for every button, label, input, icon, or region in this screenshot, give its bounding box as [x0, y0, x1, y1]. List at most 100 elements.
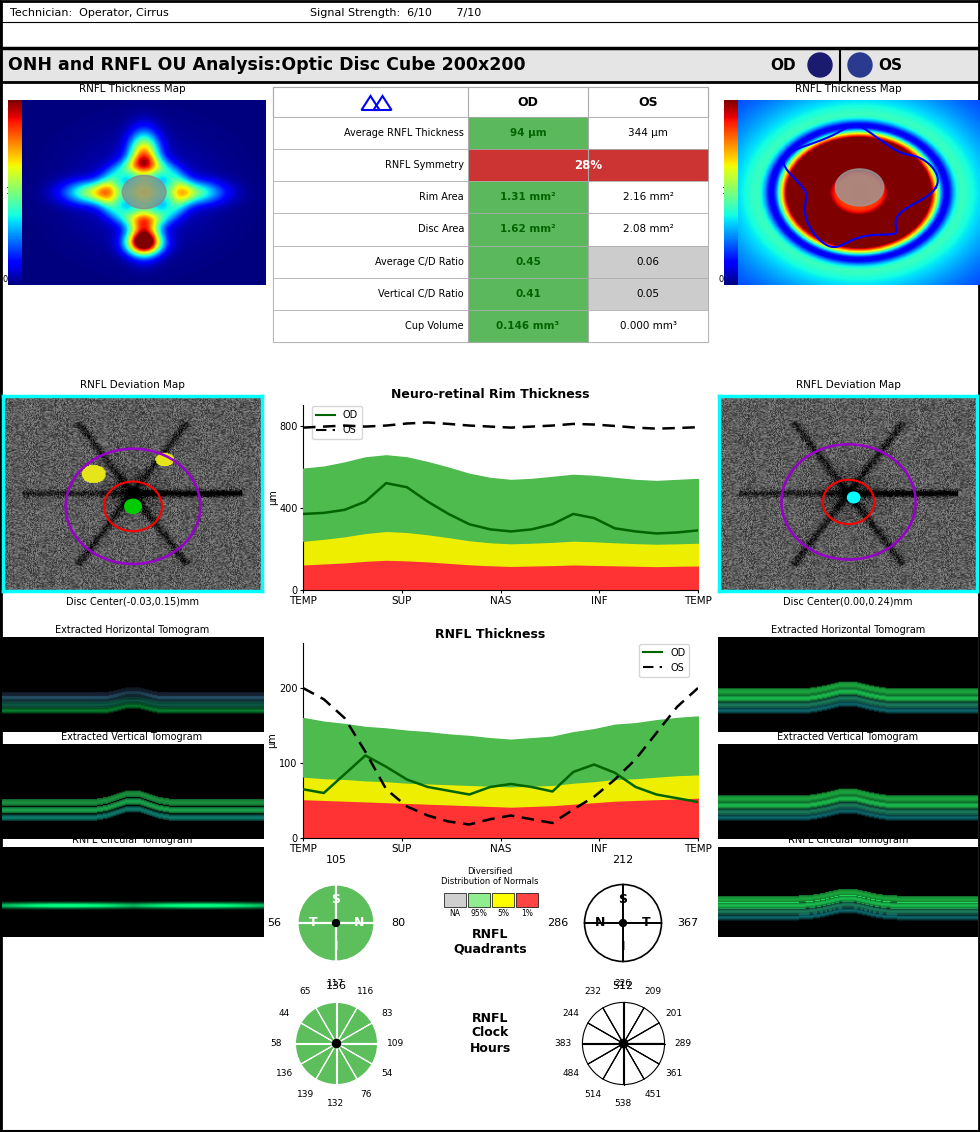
- Text: 0.146 mm³: 0.146 mm³: [497, 321, 560, 331]
- Text: Neuro-retinal Rim Thickness: Neuro-retinal Rim Thickness: [391, 388, 589, 401]
- Text: OS: OS: [878, 58, 902, 72]
- Text: RNFL
Clock
Hours: RNFL Clock Hours: [469, 1012, 511, 1055]
- Wedge shape: [603, 1044, 623, 1084]
- Wedge shape: [316, 1003, 336, 1044]
- Wedge shape: [603, 1003, 623, 1044]
- Wedge shape: [588, 1044, 623, 1079]
- Wedge shape: [316, 1044, 336, 1084]
- Text: N: N: [595, 917, 605, 929]
- Bar: [468, 310, 588, 342]
- Text: RNFL Circular Tomogram: RNFL Circular Tomogram: [788, 835, 908, 844]
- Circle shape: [808, 53, 832, 77]
- Bar: [588, 117, 708, 149]
- Bar: [273, 310, 468, 342]
- Bar: [492, 893, 514, 907]
- Bar: [468, 246, 588, 277]
- Wedge shape: [295, 1044, 336, 1064]
- Text: RNFL Deviation Map: RNFL Deviation Map: [79, 380, 184, 391]
- Text: 232: 232: [584, 987, 601, 996]
- Wedge shape: [623, 1023, 664, 1044]
- Text: N: N: [354, 917, 365, 929]
- Text: T: T: [309, 917, 318, 929]
- Text: 132: 132: [327, 1099, 345, 1108]
- Text: I: I: [620, 940, 625, 952]
- Wedge shape: [623, 923, 662, 961]
- Text: 226: 226: [614, 979, 631, 988]
- Circle shape: [619, 1039, 627, 1047]
- Text: 136: 136: [325, 981, 347, 990]
- Circle shape: [848, 492, 859, 503]
- Text: OD: OD: [517, 95, 538, 109]
- Wedge shape: [301, 1044, 336, 1079]
- Text: RNFL Circular Tomogram: RNFL Circular Tomogram: [72, 835, 192, 844]
- Bar: [468, 149, 708, 181]
- Bar: [588, 214, 708, 246]
- Wedge shape: [336, 884, 374, 923]
- Text: Rim Area: Rim Area: [419, 192, 464, 203]
- Bar: [468, 214, 588, 246]
- Text: 76: 76: [360, 1090, 371, 1099]
- Text: 2.08 mm²: 2.08 mm²: [622, 224, 673, 234]
- Text: 383: 383: [554, 1039, 571, 1048]
- Text: 367: 367: [677, 918, 699, 928]
- Bar: [273, 181, 468, 214]
- Text: RNFL Thickness Map: RNFL Thickness Map: [78, 84, 185, 94]
- Text: 175: 175: [6, 188, 24, 197]
- Wedge shape: [336, 1003, 357, 1044]
- Circle shape: [122, 175, 166, 208]
- Text: 0 μm: 0 μm: [3, 274, 25, 283]
- Wedge shape: [582, 1023, 623, 1044]
- Wedge shape: [623, 1007, 660, 1044]
- Text: 512: 512: [612, 981, 633, 990]
- Text: Extracted Horizontal Tomogram: Extracted Horizontal Tomogram: [771, 625, 925, 635]
- Text: 95%: 95%: [470, 909, 487, 918]
- Text: RNFL Deviation Map: RNFL Deviation Map: [796, 380, 901, 391]
- Text: Disc Center(-0.03,0.15)mm: Disc Center(-0.03,0.15)mm: [66, 597, 199, 606]
- Text: 286: 286: [548, 918, 568, 928]
- Text: 94 μm: 94 μm: [510, 128, 546, 138]
- Text: Extracted Horizontal Tomogram: Extracted Horizontal Tomogram: [55, 625, 209, 635]
- Bar: [516, 893, 538, 907]
- Text: 0 μm: 0 μm: [719, 274, 740, 283]
- Text: S: S: [331, 893, 340, 907]
- Circle shape: [848, 53, 872, 77]
- Text: T: T: [642, 917, 651, 929]
- Text: 83: 83: [381, 1009, 393, 1018]
- Text: Signal Strength:  6/10       7/10: Signal Strength: 6/10 7/10: [310, 8, 481, 18]
- Text: NA: NA: [450, 909, 461, 918]
- Text: 139: 139: [297, 1090, 314, 1099]
- Text: Average RNFL Thickness: Average RNFL Thickness: [344, 128, 464, 138]
- Text: RNFL
Quadrants: RNFL Quadrants: [453, 928, 527, 957]
- Text: ONH and RNFL OU Analysis:Optic Disc Cube 200x200: ONH and RNFL OU Analysis:Optic Disc Cube…: [8, 55, 525, 74]
- Text: 105: 105: [325, 855, 347, 865]
- Bar: [273, 214, 468, 246]
- Text: 1%: 1%: [521, 909, 533, 918]
- Wedge shape: [584, 923, 623, 961]
- Text: Extracted Vertical Tomogram: Extracted Vertical Tomogram: [62, 732, 203, 741]
- Bar: [273, 87, 708, 117]
- Bar: [0, 48, 980, 82]
- Legend: OD, OS: OD, OS: [639, 644, 689, 677]
- Bar: [588, 246, 708, 277]
- Text: Vertical C/D Ratio: Vertical C/D Ratio: [378, 289, 464, 299]
- Bar: [468, 893, 490, 907]
- Wedge shape: [336, 1044, 377, 1064]
- Text: 65: 65: [300, 987, 312, 996]
- Text: 538: 538: [614, 1099, 632, 1108]
- Circle shape: [619, 919, 626, 926]
- Text: 212: 212: [612, 855, 634, 865]
- Text: 244: 244: [563, 1009, 579, 1018]
- Bar: [588, 277, 708, 310]
- Circle shape: [124, 499, 141, 514]
- Text: 1.62 mm²: 1.62 mm²: [500, 224, 556, 234]
- Wedge shape: [298, 884, 336, 923]
- Wedge shape: [623, 1044, 644, 1084]
- Text: Disc Area: Disc Area: [417, 224, 464, 234]
- Bar: [588, 181, 708, 214]
- Text: 289: 289: [674, 1038, 691, 1047]
- Wedge shape: [301, 1007, 336, 1044]
- Text: 0.000 mm³: 0.000 mm³: [619, 321, 676, 331]
- Text: 175: 175: [722, 188, 739, 197]
- Text: 5%: 5%: [497, 909, 509, 918]
- Circle shape: [332, 919, 339, 926]
